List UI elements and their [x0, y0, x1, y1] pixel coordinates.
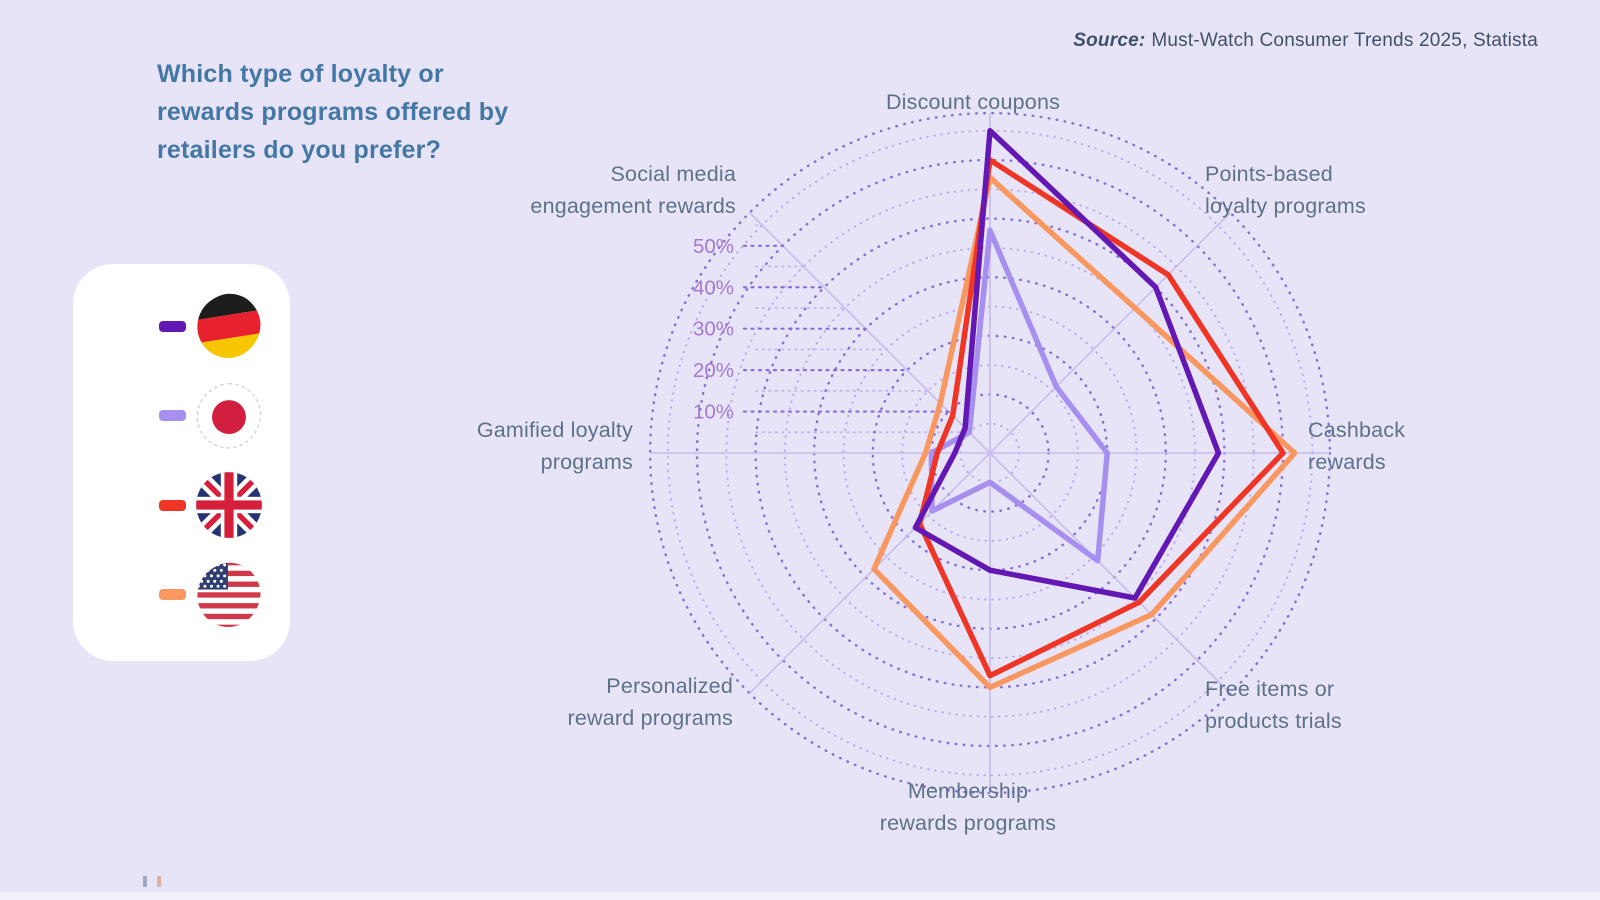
germany-flag-icon: [197, 293, 261, 358]
germany-series-swatch: [159, 320, 186, 332]
uk-series-swatch: [159, 499, 186, 511]
legend-card: [73, 264, 290, 661]
series-line-japan: [928, 227, 1110, 564]
source-text: Must-Watch Consumer Trends 2025, Statist…: [1151, 30, 1538, 51]
axis-label: Points-based: [1205, 162, 1333, 186]
legend-item-usa: [159, 559, 290, 631]
legend-item-japan: [159, 380, 290, 452]
axis-label: Gamified loyalty: [477, 418, 633, 442]
axis-label: Discount coupons: [886, 90, 1060, 114]
japan-flag-icon: [196, 382, 261, 449]
axis-label: rewards programs: [880, 811, 1056, 835]
radial-tick-label: 10%: [693, 401, 734, 424]
axis-label: Personalized: [606, 674, 733, 698]
bottom-strip: [0, 892, 1600, 900]
usa-flag-icon: [197, 562, 261, 627]
series-line-united-states: [871, 174, 1298, 691]
axis-label: engagement rewards: [530, 194, 736, 218]
source-line: Source: Must-Watch Consumer Trends 2025, …: [1073, 30, 1538, 52]
axis-label: Cashback: [1308, 418, 1405, 442]
axis-label: rewards: [1308, 450, 1386, 474]
axis-label: products trials: [1205, 709, 1342, 733]
axis-label: Free items or: [1205, 677, 1334, 701]
legend-item-germany: [159, 290, 290, 362]
axis-label: Social media: [611, 162, 737, 186]
radial-tick-label: 20%: [693, 359, 734, 382]
chart-title: Which type of loyalty or rewards program…: [157, 60, 509, 164]
artifact-mark: [157, 876, 161, 887]
axis-label: programs: [541, 450, 633, 474]
radial-tick-label: 50%: [693, 235, 734, 258]
axis-label: reward programs: [568, 706, 734, 730]
series-line-germany: [912, 127, 1222, 601]
axis-label: Membership: [908, 779, 1028, 803]
uk-flag-icon: [196, 472, 262, 539]
legend-item-uk: [159, 469, 290, 541]
radial-tick-label: 40%: [693, 276, 734, 299]
usa-series-swatch: [159, 589, 186, 601]
japan-series-swatch: [159, 410, 186, 422]
artifact-mark: [143, 876, 147, 887]
radial-tick-label: 30%: [693, 318, 734, 341]
source-label: Source:: [1073, 30, 1146, 51]
axis-label: loyalty programs: [1205, 194, 1366, 218]
series-line-united-kingdom: [916, 157, 1286, 679]
